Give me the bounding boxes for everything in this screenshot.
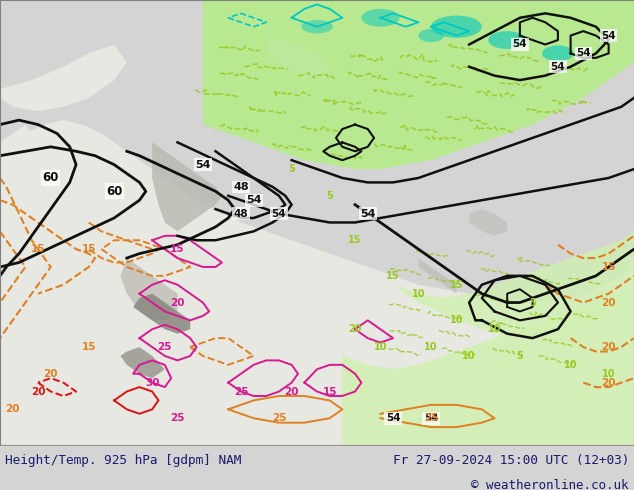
Text: 54: 54 [385,413,401,423]
Text: Fr 27-09-2024 15:00 UTC (12+03): Fr 27-09-2024 15:00 UTC (12+03) [392,454,629,467]
Text: 20: 20 [285,387,299,396]
Polygon shape [393,231,634,338]
Text: 10: 10 [411,289,425,298]
Polygon shape [444,0,634,80]
Text: 25: 25 [171,413,184,423]
Text: 54: 54 [576,49,591,58]
Polygon shape [152,143,222,231]
Text: 54: 54 [424,413,439,423]
Ellipse shape [361,9,399,26]
Text: 20: 20 [602,342,616,352]
Ellipse shape [301,20,333,33]
Text: 25: 25 [272,413,286,423]
Polygon shape [418,258,456,294]
Text: 20: 20 [602,297,616,308]
Text: 20: 20 [6,404,20,415]
Text: 48: 48 [233,209,249,219]
Text: 54: 54 [360,209,375,219]
Text: 15: 15 [450,280,463,290]
Text: 10: 10 [488,324,501,334]
Text: 20: 20 [31,387,45,396]
Text: 54: 54 [512,40,527,49]
Text: 10: 10 [450,316,463,325]
Text: 15: 15 [348,235,362,245]
Text: 15: 15 [82,342,96,352]
Text: 10: 10 [424,342,438,352]
Text: 54: 54 [601,30,616,41]
Ellipse shape [418,29,444,42]
Text: 10: 10 [373,342,387,352]
Polygon shape [266,36,330,80]
Text: 60: 60 [106,185,122,198]
Text: 25: 25 [234,387,248,396]
Text: 54: 54 [550,62,566,72]
Polygon shape [203,0,634,169]
Text: 20: 20 [171,297,184,308]
Text: 10: 10 [564,360,578,370]
Polygon shape [120,258,178,320]
Text: © weatheronline.co.uk: © weatheronline.co.uk [472,479,629,490]
Polygon shape [0,120,634,445]
Text: 25: 25 [424,413,438,423]
Text: 15: 15 [602,262,616,272]
Polygon shape [469,209,507,236]
Polygon shape [0,45,127,111]
Text: 30: 30 [145,378,159,388]
Text: 48: 48 [233,182,249,192]
Text: 15: 15 [82,244,96,254]
Polygon shape [342,285,634,445]
Text: 5: 5 [517,351,523,361]
Ellipse shape [431,16,482,38]
Text: 15: 15 [31,244,45,254]
Text: 5: 5 [327,191,333,201]
Text: 54: 54 [271,209,287,219]
Text: 15: 15 [171,244,184,254]
Ellipse shape [542,46,574,61]
Text: 54: 54 [246,195,261,205]
Polygon shape [133,294,190,334]
Text: 5: 5 [288,164,295,174]
Text: 20: 20 [602,378,616,388]
Text: 15: 15 [323,387,337,396]
Text: 25: 25 [158,342,172,352]
Text: 60: 60 [42,172,59,184]
Text: 20: 20 [348,324,362,334]
Text: 10: 10 [602,369,616,379]
Polygon shape [0,124,95,334]
Text: 20: 20 [44,369,58,379]
Ellipse shape [488,31,526,49]
Text: 54: 54 [195,160,210,170]
Polygon shape [120,347,165,378]
Text: Height/Temp. 925 hPa [gdpm] NAM: Height/Temp. 925 hPa [gdpm] NAM [5,454,242,467]
Text: 10: 10 [462,351,476,361]
Text: 15: 15 [386,271,400,281]
Text: 5: 5 [529,297,536,308]
